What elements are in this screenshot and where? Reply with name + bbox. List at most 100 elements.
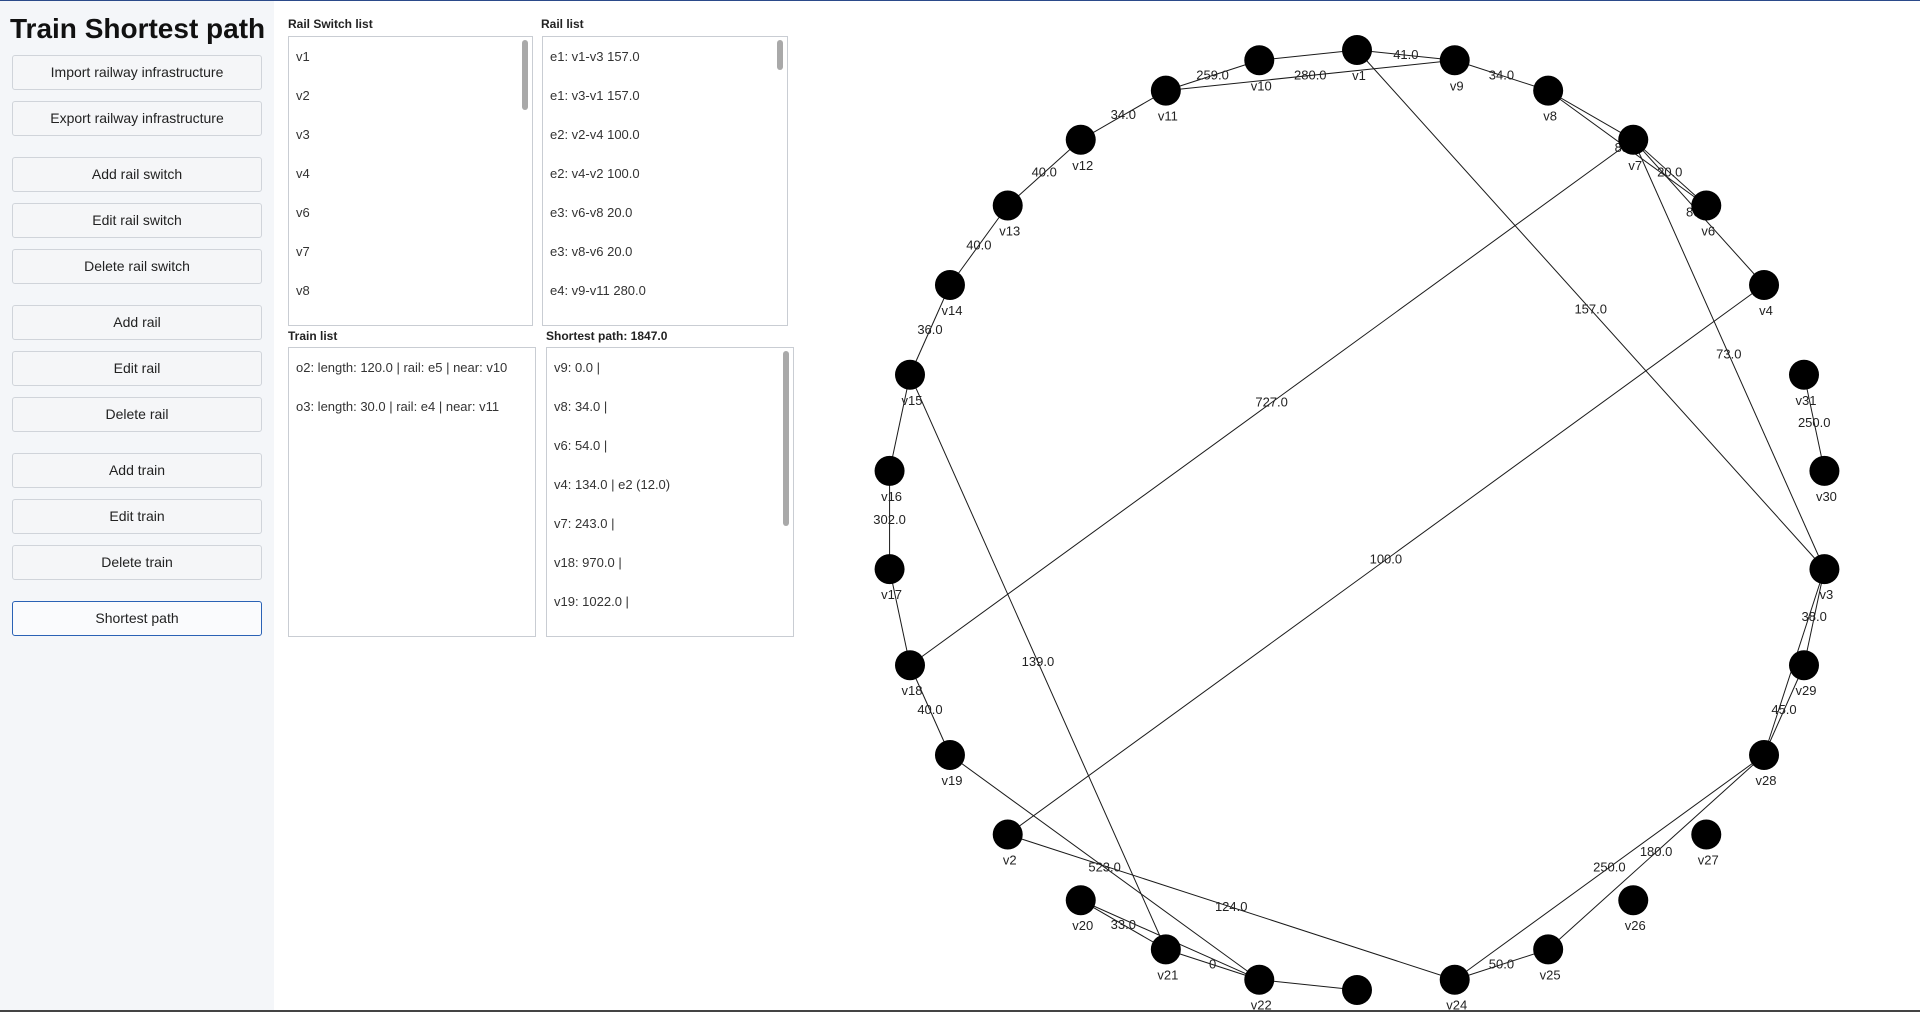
list-item[interactable]: e1: v1-v3 157.0: [550, 49, 640, 64]
add-train-button[interactable]: Add train: [12, 453, 262, 488]
vertex-v22[interactable]: [1244, 964, 1275, 995]
vertex-label: v28: [1756, 773, 1777, 788]
list-item[interactable]: v7: [296, 244, 310, 259]
delete-rail-button[interactable]: Delete rail: [12, 397, 262, 432]
edge-v20-v22: [1080, 899, 1260, 981]
list-item[interactable]: v7: 243.0 |: [554, 516, 615, 531]
vertex-v7[interactable]: [1618, 124, 1649, 155]
vertex-v17[interactable]: [874, 554, 905, 585]
vertex-v29[interactable]: [1788, 650, 1819, 681]
rail-switch-list[interactable]: v1 v2 v3 v4 v6 v7 v8: [288, 36, 533, 326]
vertex-label: v25: [1540, 967, 1561, 982]
edge-label: 45.0: [1771, 702, 1796, 717]
shortest-path-list[interactable]: v9: 0.0 | v8: 34.0 | v6: 54.0 | v4: 134.…: [546, 347, 794, 637]
vertex-v25[interactable]: [1533, 934, 1564, 965]
edge-label: 36.0: [917, 322, 942, 337]
vertex-v10[interactable]: [1244, 45, 1275, 76]
list-item[interactable]: e4: v9-v11 280.0: [550, 283, 646, 298]
vertex-v16[interactable]: [874, 455, 905, 486]
vertex-v26[interactable]: [1618, 885, 1649, 916]
edit-rail-button[interactable]: Edit rail: [12, 351, 262, 386]
edge-label: 523.0: [1088, 859, 1121, 874]
edge-v13-v14: [949, 205, 1009, 286]
edge-label: 280.0: [1294, 67, 1327, 82]
vertex-v28[interactable]: [1749, 740, 1780, 770]
delete-train-button[interactable]: Delete train: [12, 545, 262, 580]
delete-rail-switch-button[interactable]: Delete rail switch: [12, 249, 262, 284]
vertex-v24[interactable]: [1439, 964, 1470, 995]
list-item[interactable]: v1: [296, 49, 310, 64]
rail-list[interactable]: e1: v1-v3 157.0 e1: v3-v1 157.0 e2: v2-v…: [542, 36, 788, 326]
add-rail-button[interactable]: Add rail: [12, 305, 262, 340]
vertex-v30[interactable]: [1809, 455, 1840, 486]
scrollbar-thumb[interactable]: [777, 40, 783, 70]
edge-label: 0: [1209, 957, 1216, 972]
list-item[interactable]: e2: v4-v2 100.0: [550, 166, 640, 181]
vertex-v1[interactable]: [1342, 35, 1372, 65]
add-rail-switch-button[interactable]: Add rail switch: [12, 157, 262, 192]
edge-label: 139.0: [1022, 654, 1055, 669]
vertex-v19[interactable]: [934, 740, 965, 770]
train-list[interactable]: o2: length: 120.0 | rail: e5 | near: v10…: [288, 347, 536, 637]
edge-label: 40.0: [917, 702, 942, 717]
edge-label: 33.0: [1111, 917, 1136, 932]
list-item[interactable]: v8: [296, 283, 310, 298]
vertex-v9[interactable]: [1439, 45, 1470, 76]
vertex-v11[interactable]: [1150, 75, 1181, 106]
import-railway-button[interactable]: Import railway infrastructure: [12, 55, 262, 90]
scrollbar-thumb[interactable]: [783, 351, 789, 526]
vertex-v12[interactable]: [1065, 124, 1096, 155]
edge-v8-v6: [1547, 90, 1707, 206]
list-item[interactable]: e3: v6-v8 20.0: [550, 205, 633, 220]
vertex-v4[interactable]: [1749, 270, 1780, 300]
export-railway-button[interactable]: Export railway infrastructure: [12, 101, 262, 136]
list-item[interactable]: v6: 54.0 |: [554, 438, 608, 453]
vertex-v15[interactable]: [895, 359, 926, 390]
edge-label: 727.0: [1255, 395, 1288, 410]
vertex-v31[interactable]: [1788, 359, 1819, 390]
list-item[interactable]: v18: 970.0 |: [554, 555, 622, 570]
edge-label: 250.0: [1593, 859, 1626, 874]
vertex-v8[interactable]: [1533, 75, 1564, 106]
list-item[interactable]: v9: 0.0 |: [554, 360, 601, 375]
edge-label: 40.0: [1032, 165, 1057, 180]
vertex-v27[interactable]: [1691, 819, 1722, 850]
vertex-v3[interactable]: [1809, 554, 1840, 585]
edge-v20-v21: [1080, 899, 1167, 950]
edge-label: 302.0: [873, 512, 906, 527]
edge-v25-v24: [1454, 948, 1549, 981]
list-item[interactable]: v3: [296, 127, 310, 142]
vertex-label: v31: [1796, 393, 1817, 408]
edge-label: 85.0: [1615, 140, 1640, 155]
list-item[interactable]: e3: v8-v6 20.0: [550, 244, 633, 259]
edge-v22-v23: [1259, 979, 1358, 991]
edge-v15-v21: [909, 374, 1167, 950]
list-item[interactable]: o3: length: 30.0 | rail: e4 | near: v11: [296, 399, 500, 414]
scrollbar-thumb[interactable]: [522, 40, 528, 110]
vertex-v13[interactable]: [992, 190, 1023, 221]
vertex-v6[interactable]: [1691, 190, 1722, 221]
list-item[interactable]: e1: v3-v1 157.0: [550, 88, 640, 103]
edge-label: 5: [1791, 654, 1798, 669]
edge-label: 250.0: [1798, 415, 1831, 430]
list-item[interactable]: o2: length: 120.0 | rail: e5 | near: v10: [296, 360, 508, 375]
vertex-v14[interactable]: [934, 270, 965, 300]
list-item[interactable]: v8: 34.0 |: [554, 399, 608, 414]
vertex-v18[interactable]: [895, 650, 926, 681]
vertex-label: v3: [1820, 587, 1834, 602]
list-item[interactable]: v19: 1022.0 |: [554, 594, 629, 609]
edge-v7-v4: [1632, 139, 1765, 286]
vertex-v23[interactable]: [1342, 975, 1372, 1005]
app-title: Train Shortest path: [10, 13, 266, 44]
list-item[interactable]: v2: [296, 88, 310, 103]
vertex-v20[interactable]: [1065, 885, 1096, 916]
list-item[interactable]: e2: v2-v4 100.0: [550, 127, 640, 142]
edit-train-button[interactable]: Edit train: [12, 499, 262, 534]
list-item[interactable]: v4: 134.0 | e2 (12.0): [554, 477, 671, 492]
vertex-v2[interactable]: [992, 819, 1023, 850]
edit-rail-switch-button[interactable]: Edit rail switch: [12, 203, 262, 238]
shortest-path-button[interactable]: Shortest path: [12, 601, 262, 636]
vertex-v21[interactable]: [1150, 934, 1181, 965]
list-item[interactable]: v4: [296, 166, 310, 181]
list-item[interactable]: v6: [296, 205, 310, 220]
